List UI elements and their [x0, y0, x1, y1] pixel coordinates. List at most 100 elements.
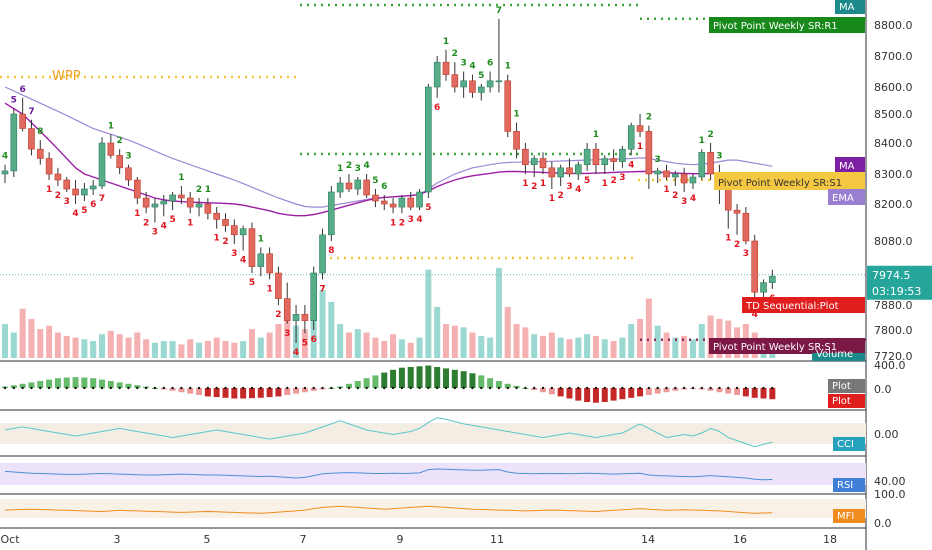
- td-sequential-count: 4: [363, 161, 369, 171]
- candle-body: [610, 158, 617, 162]
- volume-bar: [531, 334, 538, 358]
- volume-bar: [143, 339, 150, 358]
- candle-body: [522, 148, 529, 165]
- td-sequential-count: 3: [716, 152, 722, 162]
- td-sequential-count: 3: [125, 152, 131, 162]
- candle-body: [539, 158, 547, 169]
- volume-bar: [654, 325, 661, 358]
- oscillator-zero-dot: [153, 386, 157, 390]
- volume-bar: [319, 290, 326, 358]
- td-sequential-count: 3: [284, 329, 290, 339]
- volume-bar: [487, 337, 494, 358]
- cci-band: [0, 423, 866, 444]
- oscillator-zero-dot: [233, 386, 236, 390]
- volume-bar: [398, 339, 405, 358]
- volume-bar: [28, 318, 35, 358]
- oscillator-bar: [284, 388, 291, 395]
- oscillator-zero-dot: [180, 386, 183, 390]
- ma-label-bg: [835, 157, 865, 173]
- oscillator-tick: 400.0: [874, 359, 906, 372]
- x-axis-tick: Oct: [0, 533, 20, 546]
- oscillator-zero-dot: [594, 386, 598, 390]
- td-sequential-count: 4: [161, 221, 167, 231]
- oscillator-zero-dot: [338, 386, 342, 390]
- volume-bar: [196, 342, 203, 358]
- oscillator-bar: [672, 388, 679, 391]
- candle-body: [645, 131, 653, 175]
- oscillator-zero-dot: [197, 386, 201, 390]
- candle-body: [178, 194, 185, 199]
- td-sequential-count: 7: [99, 194, 105, 204]
- oscillator-zero-dot: [771, 386, 774, 390]
- td-sequential-count: 1: [602, 179, 608, 189]
- oscillator-bar: [381, 372, 388, 388]
- oscillator-zero-dot: [144, 386, 148, 390]
- oscillator-bar: [769, 388, 776, 400]
- volume-bar: [707, 315, 714, 358]
- volume-bar: [443, 324, 449, 358]
- oscillator-zero-dot: [365, 386, 368, 390]
- candle-body: [266, 253, 273, 274]
- volume-bar: [345, 332, 352, 358]
- candle-body: [363, 179, 370, 196]
- candle-body: [81, 188, 88, 196]
- candle-body: [63, 179, 71, 190]
- volume-bar: [151, 342, 158, 358]
- candle-body: [160, 200, 168, 205]
- ma-top-label-bg: [835, 0, 865, 14]
- oscillator-zero-dot: [118, 386, 121, 390]
- cci-label: CCI: [837, 439, 854, 450]
- oscillator-bar: [610, 388, 617, 401]
- volume-bar: [178, 344, 185, 358]
- oscillator-bar: [584, 388, 591, 402]
- td-sequential-count: 2: [399, 218, 405, 228]
- oscillator-zero-dot: [224, 386, 227, 390]
- volume-bar: [663, 332, 670, 358]
- td-sequential-count: 7: [28, 107, 34, 117]
- volume-bar: [372, 337, 379, 358]
- oscillator-bar: [116, 382, 123, 388]
- td-sequential-count: 4: [240, 256, 246, 266]
- price-axis-tick: 8500.0: [874, 108, 913, 121]
- countdown: 03:19:53: [872, 285, 921, 298]
- td-sequential-label-bg: [742, 297, 865, 313]
- oscillator-bar: [19, 383, 26, 388]
- oscillator-bar: [434, 367, 441, 388]
- td-sequential-count: 6: [20, 85, 26, 95]
- oscillator-zero-dot: [674, 386, 677, 390]
- candle-body: [636, 125, 644, 132]
- td-sequential-label: TD Sequential:Plot: [745, 301, 839, 312]
- oscillator-zero-dot: [39, 386, 42, 390]
- oscillator-bar: [178, 388, 185, 393]
- oscillator-bar: [628, 388, 635, 398]
- oscillator-zero-dot: [374, 386, 377, 390]
- td-sequential-count: 1: [513, 110, 519, 120]
- candle-body: [45, 158, 53, 175]
- oscillator-zero-dot: [585, 386, 589, 390]
- oscillator-zero-dot: [533, 386, 536, 390]
- oscillator-zero-dot: [30, 386, 33, 390]
- volume-bar: [2, 324, 8, 358]
- volume-bar: [231, 342, 238, 358]
- cci-line: [4, 417, 773, 448]
- oscillator-zero-dot: [259, 386, 262, 390]
- oscillator-bar: [134, 385, 141, 388]
- oscillator-zero-dot: [621, 386, 624, 390]
- oscillator-bar: [222, 388, 229, 398]
- candle-body: [98, 142, 106, 187]
- oscillator-zero-dot: [444, 386, 448, 390]
- candle-body: [222, 219, 229, 226]
- volume-bar: [645, 298, 652, 358]
- oscillator-bar: [187, 388, 194, 394]
- oscillator-zero-dot: [735, 386, 739, 390]
- oscillator-bar: [372, 375, 379, 388]
- oscillator-bar: [363, 378, 370, 388]
- volume-bar: [637, 318, 644, 358]
- oscillator-zero-dot: [3, 386, 7, 390]
- volume-bar: [451, 325, 458, 358]
- oscillator-zero-dot: [56, 386, 60, 390]
- volume-bar: [460, 327, 467, 358]
- td-sequential-count: 5: [81, 206, 87, 216]
- oscillator-zero-dot: [656, 386, 659, 390]
